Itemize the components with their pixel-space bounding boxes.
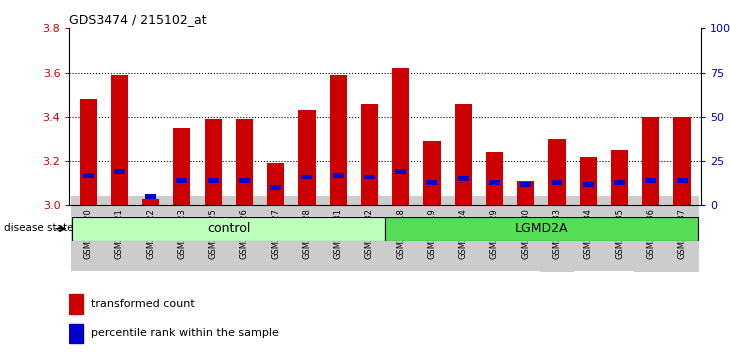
Bar [361,104,378,205]
Bar [552,180,563,185]
Bar [677,178,688,183]
Bar [520,182,531,187]
Bar [455,104,472,205]
Bar [267,163,284,205]
Text: transformed count: transformed count [91,299,195,309]
Bar [458,176,469,181]
Bar [395,169,406,174]
Bar [69,324,83,343]
Text: LGMD2A: LGMD2A [515,222,568,235]
Bar [177,178,188,183]
Bar [583,182,593,187]
Bar [614,180,625,185]
Bar [329,75,347,205]
Bar [385,217,698,241]
Bar [72,217,385,241]
Bar [364,175,375,179]
Bar [82,173,93,178]
Bar [645,178,656,183]
Bar [207,178,218,183]
Bar [239,178,250,183]
Bar [173,128,191,205]
Text: control: control [207,222,250,235]
Bar [423,141,441,205]
Bar [333,173,344,178]
Bar [111,75,128,205]
Bar [642,117,659,205]
Bar [142,199,159,205]
Bar [299,110,315,205]
Bar [517,181,534,205]
Bar [80,99,96,205]
Bar [69,295,83,314]
Bar [114,169,125,174]
Text: GDS3474 / 215102_at: GDS3474 / 215102_at [69,13,207,26]
Bar [236,119,253,205]
Text: percentile rank within the sample: percentile rank within the sample [91,328,280,338]
Bar [301,175,312,179]
Bar [204,119,222,205]
Bar [489,180,500,185]
Bar [392,68,410,205]
Bar [145,194,156,199]
Bar [486,152,503,205]
Bar [674,117,691,205]
Bar [611,150,628,205]
Bar [580,156,597,205]
Text: disease state: disease state [4,223,73,233]
Bar [426,180,437,185]
Bar [270,185,281,190]
Bar [548,139,566,205]
